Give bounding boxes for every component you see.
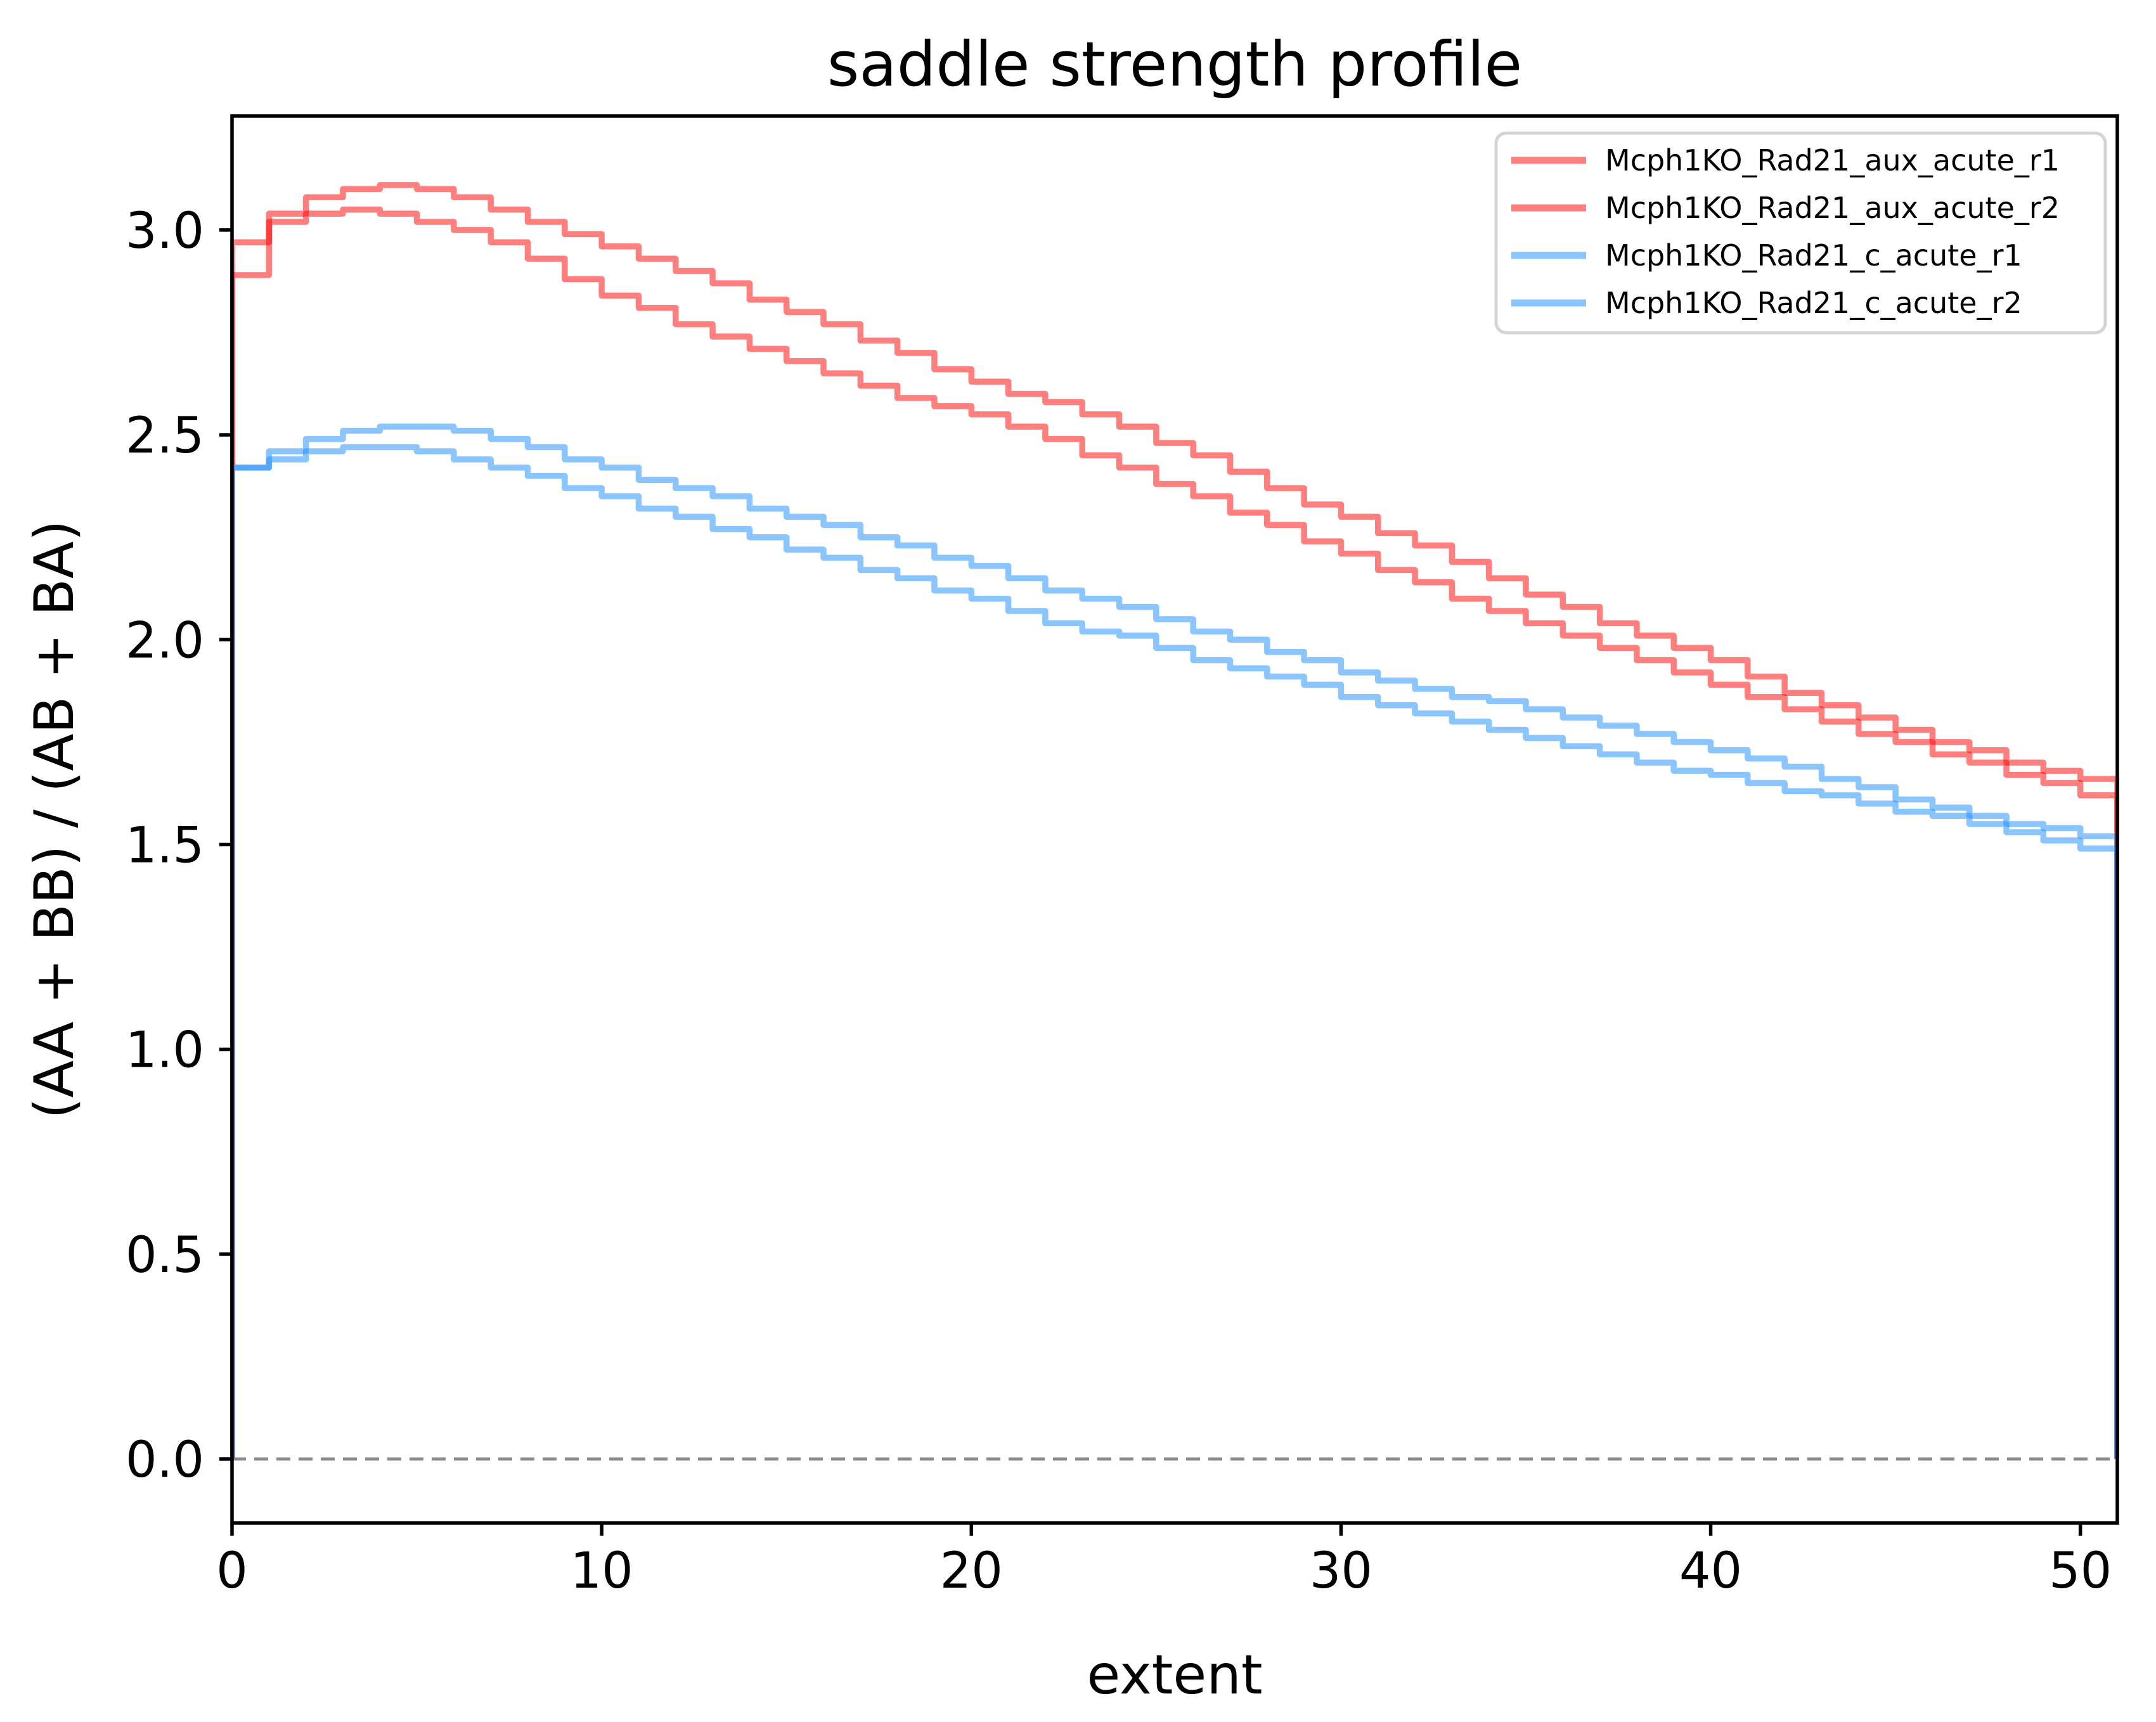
x-tick-label: 0 [216,1543,248,1600]
series-line-Mcph1KO_Rad21_c_acute_r1 [230,423,2119,1459]
legend-item-label: Mcph1KO_Rad21_c_acute_r2 [1605,286,2022,320]
x-tick-label: 10 [571,1543,633,1600]
y-tick-label: 0.5 [126,1227,204,1284]
legend-item-label: Mcph1KO_Rad21_aux_acute_r2 [1605,191,2060,225]
series-lines [230,182,2119,1459]
x-tick-label: 40 [1679,1543,1742,1600]
x-tick-label: 20 [940,1543,1003,1600]
series-line-Mcph1KO_Rad21_c_acute_r2 [230,444,2119,1459]
series-line-Mcph1KO_Rad21_aux_acute_r2 [230,206,2119,1459]
y-axis-label: (AA + BB) / (AB + BA) [23,520,86,1119]
series-line-Mcph1KO_Rad21_aux_acute_r1 [230,182,2119,1459]
x-axis-label: extent [1087,1643,1262,1707]
y-tick-label: 2.0 [126,612,204,669]
legend-item-label: Mcph1KO_Rad21_aux_acute_r1 [1605,143,2060,177]
x-tick-label: 50 [2049,1543,2112,1600]
y-tick-label: 3.0 [126,203,204,260]
y-tick-label: 0.0 [126,1432,204,1489]
legend-frame [1494,131,2107,335]
chart-title: saddle strength profile [827,29,1522,100]
y-axis-ticks: 0.0 0.5 1.0 1.5 2.0 2.5 3.0 [126,203,232,1489]
y-tick-label: 2.5 [126,408,204,465]
x-tick-label: 30 [1310,1543,1372,1600]
plot-spines [230,114,2119,1525]
y-tick-label: 1.0 [126,1022,204,1079]
legend: Mcph1KO_Rad21_aux_acute_r1 Mcph1KO_Rad21_… [1494,131,2107,335]
x-axis-ticks: 0 10 20 30 40 50 [216,1523,2112,1600]
y-tick-label: 1.5 [126,817,204,874]
legend-item-label: Mcph1KO_Rad21_c_acute_r1 [1605,238,2022,273]
axes-frame [230,114,2119,1525]
